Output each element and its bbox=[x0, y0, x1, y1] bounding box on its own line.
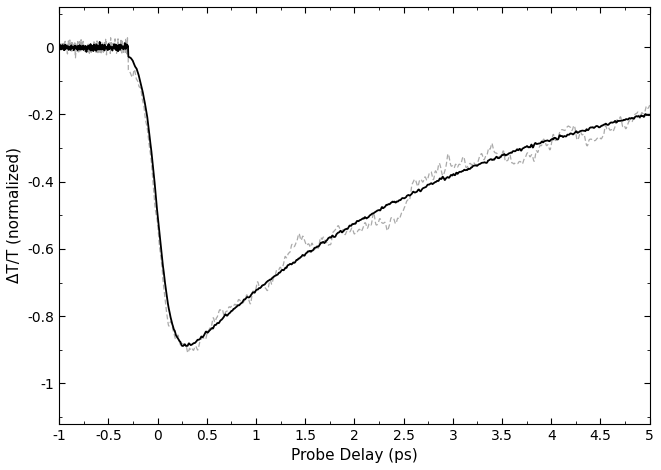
X-axis label: Probe Delay (ps): Probe Delay (ps) bbox=[291, 448, 418, 463]
Y-axis label: ΔT/T (normalized): ΔT/T (normalized) bbox=[7, 147, 22, 283]
